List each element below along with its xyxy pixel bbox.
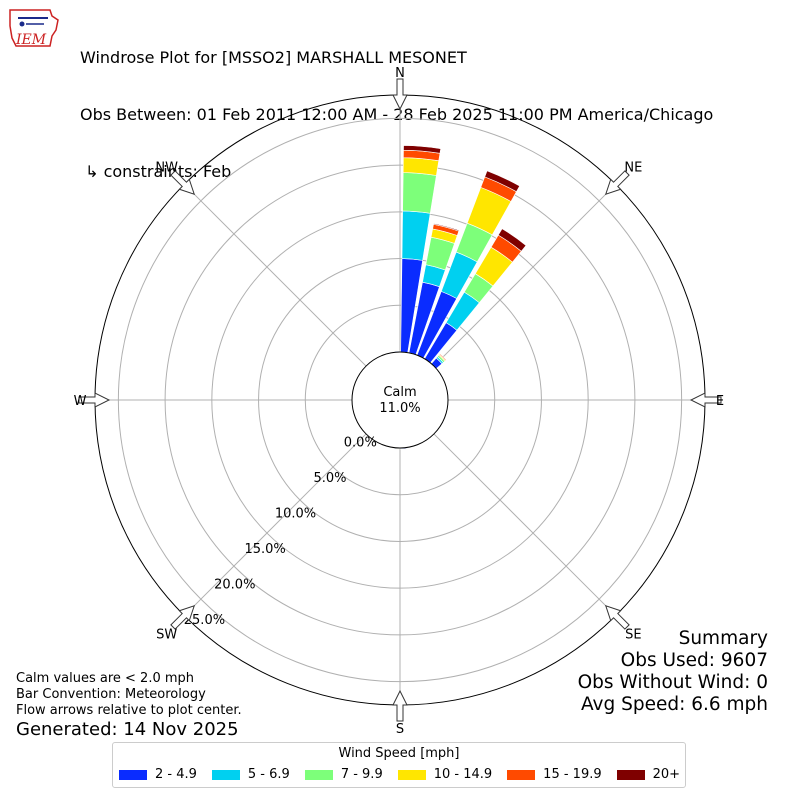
flow-arrow-N	[392, 78, 408, 111]
summary-obs-used: Obs Used: 9607	[620, 650, 768, 671]
legend-swatch-1	[211, 769, 240, 780]
direction-label-SW: SW	[156, 627, 177, 642]
summary-obs-without-wind: Obs Without Wind: 0	[577, 672, 768, 693]
logo-text: IEM	[15, 32, 47, 48]
calm-value: 11.0%	[379, 401, 420, 416]
bar-dir5-bin1	[401, 210, 431, 261]
direction-label-SE: SE	[625, 627, 641, 642]
legend-item-0: 2 - 4.9	[119, 767, 197, 782]
legend-item-5: 20+	[616, 767, 681, 782]
legend-items: 2 - 4.9 5 - 6.9 7 - 9.9 10 - 14.9 15 - 19.9 2…	[119, 767, 695, 782]
flow-arrow-NE	[604, 170, 630, 196]
legend: Wind Speed [mph] 2 - 4.9 5 - 6.9 7 - 9.9 10…	[112, 742, 686, 788]
grid-spoke-135	[433, 433, 617, 617]
legend-label-0: 2 - 4.9	[155, 767, 197, 782]
flow-arrow-SW	[170, 604, 196, 630]
flow-arrow-SE	[604, 604, 630, 630]
summary-box: Summary Obs Used: 9607 Obs Without Wind:…	[578, 628, 768, 716]
radial-tick-1: 5.0%	[313, 471, 346, 486]
footnote-arrows: Flow arrows relative to plot center.	[16, 703, 242, 718]
legend-label-2: 7 - 9.9	[340, 767, 383, 782]
flow-arrow-E	[689, 392, 722, 408]
calm-circle	[351, 351, 449, 449]
direction-label-W: W	[74, 394, 87, 409]
legend-swatch-0	[119, 769, 147, 780]
radial-tick-5: 25.0%	[184, 613, 225, 628]
bar-dir175-bin3	[400, 448, 409, 450]
radial-tick-2: 10.0%	[275, 507, 316, 522]
flow-arrow-NW	[170, 170, 196, 196]
direction-label-E: E	[716, 394, 724, 409]
radial-tick-labels: 0.0% 5.0% 10.0% 15.0% 20.0% 25.0%	[184, 435, 377, 628]
direction-labels: N NE E SE S SW W NW	[74, 66, 725, 737]
direction-label-N: N	[395, 66, 405, 81]
title-line-1: Windrose Plot for [MSSO2] MARSHALL MESON…	[80, 48, 467, 67]
legend-swatch-5	[616, 769, 645, 780]
radial-tick-0: 0.0%	[344, 435, 377, 450]
legend-item-3: 10 - 14.9	[397, 767, 493, 782]
legend-label-1: 5 - 6.9	[247, 767, 290, 782]
grid-spoke-225	[183, 433, 367, 617]
legend-swatch-2	[304, 769, 333, 780]
footnote-calm: Calm values are < 2.0 mph	[16, 671, 195, 686]
direction-label-S: S	[396, 722, 404, 737]
bar-dir45-bin4	[438, 353, 447, 362]
footnote-convention: Bar Convention: Meteorology	[16, 687, 206, 702]
flow-arrow-W	[78, 392, 111, 408]
bar-dir15-bin5	[433, 223, 460, 232]
bar-dir5-bin3	[402, 157, 440, 176]
footnote: Calm values are < 2.0 mph Bar Convention…	[16, 671, 242, 719]
radial-tick-3: 15.0%	[244, 542, 285, 557]
windrose-bars	[391, 145, 527, 450]
bar-dir185-bin3	[391, 448, 400, 450]
calm-label: Calm	[383, 385, 416, 400]
bar-dir25-bin5	[484, 170, 521, 193]
legend-item-1: 5 - 6.9	[211, 767, 290, 782]
legend-swatch-3	[397, 769, 426, 780]
title-line-2: Obs Between: 01 Feb 2011 12:00 AM - 28 F…	[80, 105, 714, 124]
summary-heading: Summary	[678, 628, 768, 649]
radial-tick-4: 20.0%	[214, 578, 255, 593]
legend-item-4: 15 - 19.9	[507, 767, 602, 782]
flow-arrow-S	[392, 689, 408, 722]
direction-label-NE: NE	[624, 161, 642, 176]
direction-label-NW: NW	[155, 161, 178, 176]
legend-label-3: 10 - 14.9	[433, 767, 493, 782]
chart-title: Windrose Plot for [MSSO2] MARSHALL MESON…	[80, 10, 713, 200]
grid-spoke-45	[433, 183, 617, 367]
iem-logo: IEM	[9, 9, 59, 48]
summary-avg-speed: Avg Speed: 6.6 mph	[580, 694, 768, 715]
bar-dir55-bin4	[438, 368, 444, 375]
legend-title: Wind Speed [mph]	[338, 746, 460, 761]
generated-date: Generated: 14 Nov 2025	[16, 719, 239, 740]
grid-spoke-315	[183, 183, 367, 367]
bar-dir355-bin3	[391, 350, 400, 352]
bar-dir35-bin5	[497, 228, 527, 252]
bar-dir5-bin5	[403, 145, 442, 154]
legend-label-4: 15 - 19.9	[543, 767, 602, 782]
calm-circle-group: Calm 11.0%	[351, 351, 449, 449]
legend-swatch-4	[507, 769, 536, 780]
legend-label-5: 20+	[652, 767, 681, 782]
legend-item-2: 7 - 9.9	[304, 767, 383, 782]
bar-dir5-bin2	[402, 172, 437, 214]
